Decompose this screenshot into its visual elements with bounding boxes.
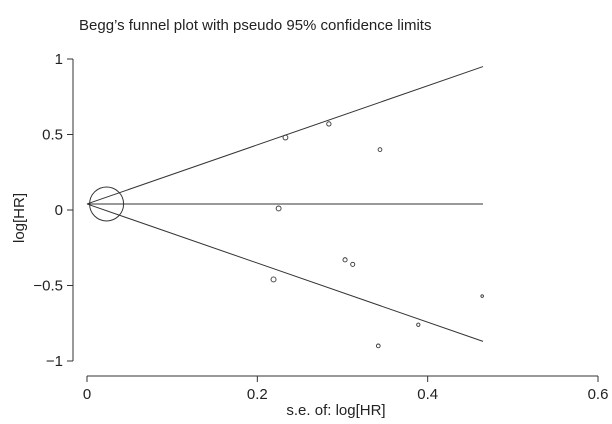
y-tick-label: 1 — [55, 51, 63, 68]
x-tick-label: 0.2 — [247, 386, 268, 403]
y-tick-label: 0 — [55, 202, 63, 219]
study-point — [480, 294, 484, 298]
x-axis-label: s.e. of: log[HR] — [286, 402, 385, 419]
study-point — [270, 276, 277, 283]
axes-group: −1 −0.5 0 0.5 1 0 0.2 0.4 0.6 — [33, 51, 608, 403]
study-point — [326, 121, 332, 127]
x-tick-label: 0.4 — [417, 386, 438, 403]
pooled-estimate-marker — [89, 186, 125, 222]
study-point — [282, 134, 289, 141]
study-point — [350, 261, 356, 267]
lower-confidence-limit — [86, 203, 484, 342]
x-tick-label: 0 — [83, 386, 91, 403]
funnel-lines — [86, 66, 484, 342]
study-point — [377, 147, 383, 152]
x-tick-label: 0.6 — [588, 386, 609, 403]
y-tick-label: 0.5 — [42, 127, 63, 144]
study-point — [275, 205, 282, 212]
y-tick-label: −1 — [46, 353, 63, 370]
study-points — [270, 121, 484, 349]
study-point — [375, 343, 381, 349]
y-tick-label: −0.5 — [33, 278, 63, 295]
y-axis-label: log[HR] — [11, 193, 28, 243]
study-point — [342, 257, 348, 263]
study-point — [416, 322, 421, 327]
chart-title: Begg’s funnel plot with pseudo 95% confi… — [79, 17, 431, 34]
